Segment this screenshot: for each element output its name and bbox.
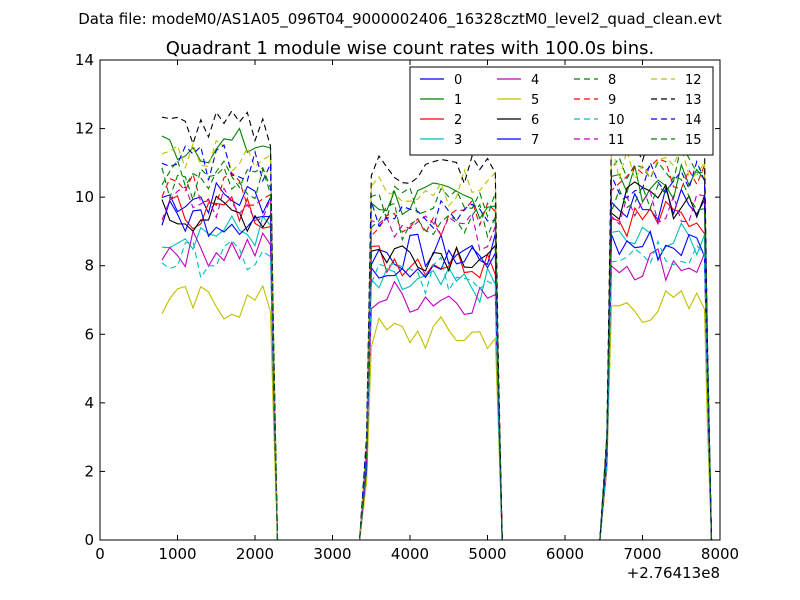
- series-line-5: [161, 284, 713, 541]
- legend-box: [409, 66, 714, 156]
- legend-label-4: 4: [531, 73, 539, 88]
- series-line-1: [161, 127, 713, 541]
- y-tick-label: 6: [84, 325, 94, 343]
- x-tick-label: 2000: [236, 545, 274, 563]
- legend-label-1: 1: [454, 93, 462, 108]
- legend-label-0: 0: [454, 73, 462, 88]
- y-tick-label: 2: [84, 462, 94, 480]
- legend-label-8: 8: [608, 73, 616, 88]
- plot-frame: [99, 59, 721, 541]
- data-file-suptitle: Data file: modeM0/AS1A05_096T04_90000024…: [78, 10, 722, 29]
- x-tick-label: 8000: [701, 545, 739, 563]
- x-tick-label: 5000: [468, 545, 506, 563]
- legend-label-10: 10: [608, 113, 625, 128]
- series-line-14: [161, 144, 713, 541]
- series-line-8: [161, 143, 713, 541]
- x-tick-label: 0: [95, 545, 105, 563]
- series-line-13: [161, 109, 713, 541]
- chart-title: Quadrant 1 module wise count rates with …: [166, 38, 655, 59]
- legend-label-14: 14: [685, 113, 702, 128]
- series-line-15: [161, 166, 713, 541]
- legend-label-15: 15: [685, 133, 702, 148]
- y-tick-label: 0: [84, 531, 94, 549]
- y-tick-label: 4: [84, 394, 94, 412]
- legend-label-13: 13: [685, 93, 702, 108]
- y-tick-label: 8: [84, 257, 94, 275]
- y-tick-label: 12: [75, 120, 94, 138]
- series-lines: [161, 109, 713, 541]
- legend-label-12: 12: [685, 73, 702, 88]
- legend-label-6: 6: [531, 113, 539, 128]
- x-tick-label: 4000: [391, 545, 429, 563]
- x-tick-label: 1000: [158, 545, 196, 563]
- x-tick-label: 7000: [623, 545, 661, 563]
- legend-label-3: 3: [454, 133, 462, 148]
- legend-label-5: 5: [531, 93, 539, 108]
- x-tick-label: 3000: [313, 545, 351, 563]
- series-line-12: [161, 139, 713, 541]
- legend-label-2: 2: [454, 113, 462, 128]
- y-tick-label: 14: [75, 51, 94, 69]
- x-offset-label: +2.76413e8: [627, 564, 720, 582]
- series-line-11: [161, 186, 713, 541]
- legend-label-11: 11: [608, 133, 625, 148]
- series-line-10: [161, 239, 713, 541]
- legend-label-9: 9: [608, 93, 616, 108]
- y-tick-label: 10: [75, 188, 94, 206]
- x-tick-label: 6000: [546, 545, 584, 563]
- axis-ticks: 0 1000 2000 3000 4000 5000 6000 7000 80000246810…: [75, 51, 739, 563]
- series-line-4: [161, 229, 713, 541]
- legend-label-7: 7: [531, 133, 539, 148]
